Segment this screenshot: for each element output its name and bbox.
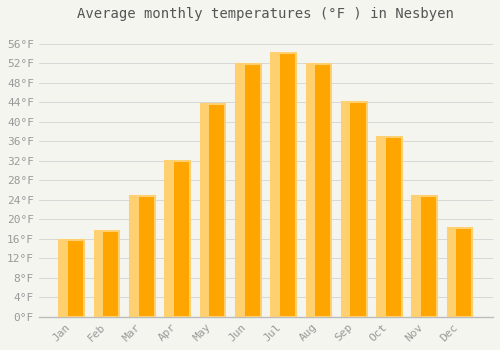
Bar	[60, 240, 68, 317]
Bar	[94, 231, 104, 317]
Bar	[412, 196, 421, 317]
Bar	[166, 161, 174, 317]
Bar	[94, 231, 120, 317]
Bar	[377, 137, 402, 317]
Bar	[306, 64, 315, 317]
Bar	[60, 240, 84, 317]
Bar	[448, 228, 472, 317]
Bar	[236, 64, 244, 317]
Bar	[306, 64, 331, 317]
Bar	[342, 102, 366, 317]
Bar	[166, 161, 190, 317]
Bar	[412, 196, 437, 317]
Bar	[271, 54, 296, 317]
Bar	[377, 137, 386, 317]
Bar	[448, 228, 456, 317]
Bar	[342, 102, 350, 317]
Bar	[130, 196, 155, 317]
Bar	[236, 64, 260, 317]
Title: Average monthly temperatures (°F ) in Nesbyen: Average monthly temperatures (°F ) in Ne…	[78, 7, 454, 21]
Bar	[130, 196, 138, 317]
Bar	[200, 104, 226, 317]
Bar	[271, 54, 280, 317]
Bar	[200, 104, 209, 317]
